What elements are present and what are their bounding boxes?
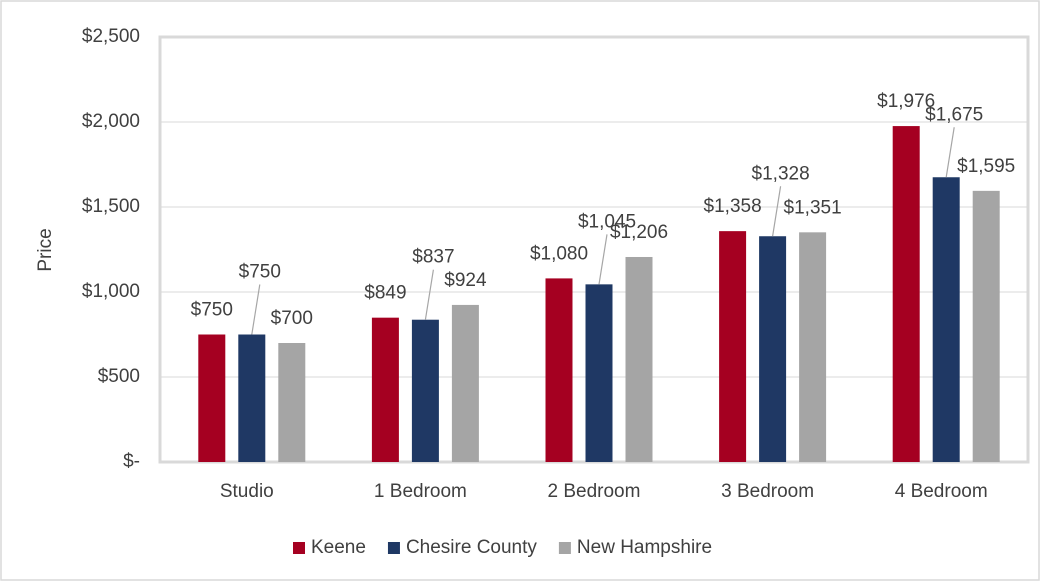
y-tick-label: $2,500 bbox=[82, 26, 140, 47]
bar bbox=[625, 256, 653, 462]
data-label: $1,045 bbox=[578, 211, 636, 232]
data-label: $1,675 bbox=[925, 104, 983, 125]
data-label: $750 bbox=[191, 300, 233, 321]
bar bbox=[932, 177, 960, 462]
data-label: $1,351 bbox=[784, 197, 842, 218]
bar bbox=[759, 236, 787, 462]
legend-swatch bbox=[558, 542, 571, 554]
leader-line bbox=[598, 234, 608, 285]
y-tick-label: $- bbox=[123, 451, 140, 472]
x-tick-label: 3 Bedroom bbox=[721, 481, 814, 502]
data-label: $1,358 bbox=[704, 196, 762, 217]
bar bbox=[719, 231, 747, 462]
data-label: $849 bbox=[364, 283, 406, 304]
bar bbox=[585, 284, 613, 462]
leader-line bbox=[772, 186, 782, 237]
bar bbox=[545, 278, 573, 462]
bar bbox=[371, 317, 399, 462]
leader-line bbox=[945, 127, 955, 178]
data-label: $1,595 bbox=[957, 156, 1015, 177]
leader-line bbox=[424, 269, 434, 320]
y-tick-label: $500 bbox=[98, 366, 140, 387]
legend-swatch bbox=[387, 542, 400, 554]
bar bbox=[411, 319, 439, 462]
leader-line bbox=[251, 284, 261, 335]
data-label: $1,206 bbox=[610, 222, 668, 243]
x-tick-label: 4 Bedroom bbox=[895, 481, 988, 502]
data-label: $1,976 bbox=[877, 91, 935, 112]
bar bbox=[892, 126, 920, 462]
legend-swatch bbox=[293, 542, 305, 554]
y-tick-label: $1,000 bbox=[82, 281, 140, 302]
data-label: $924 bbox=[444, 270, 487, 291]
data-label: $837 bbox=[412, 247, 454, 268]
data-label: $700 bbox=[271, 308, 313, 329]
y-axis-label: Price bbox=[35, 228, 56, 271]
bar bbox=[799, 232, 827, 462]
x-tick-label: 1 Bedroom bbox=[374, 481, 467, 502]
bar bbox=[278, 343, 306, 462]
data-label: $750 bbox=[239, 262, 281, 283]
legend-label: Keene bbox=[311, 537, 366, 558]
y-tick-label: $1,500 bbox=[82, 196, 140, 217]
bar bbox=[198, 334, 226, 462]
data-label: $1,080 bbox=[530, 243, 588, 264]
x-tick-label: 2 Bedroom bbox=[548, 481, 641, 502]
legend-label: Chesire County bbox=[406, 537, 537, 558]
bar bbox=[238, 334, 266, 462]
x-tick-label: Studio bbox=[220, 481, 274, 502]
bar bbox=[451, 304, 479, 462]
legend-label: New Hampshire bbox=[577, 537, 712, 558]
bar bbox=[972, 190, 1000, 462]
y-tick-label: $2,000 bbox=[82, 111, 140, 132]
data-label: $1,328 bbox=[752, 163, 810, 184]
